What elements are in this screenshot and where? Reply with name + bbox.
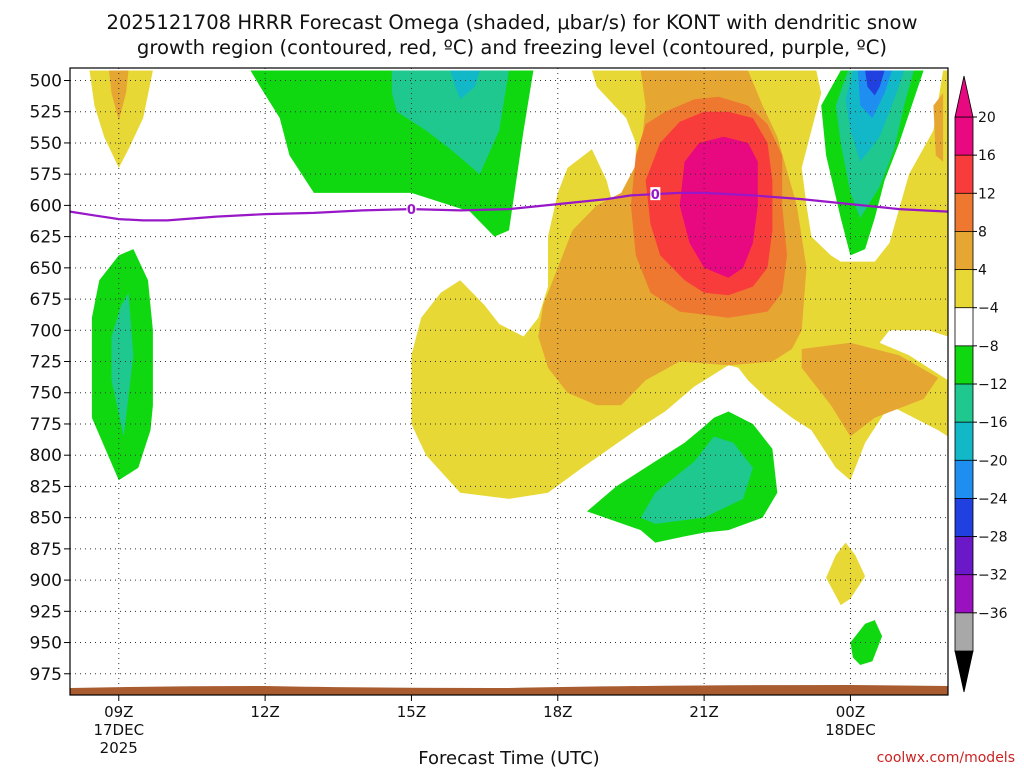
chart-title-line1: 2025121708 HRRR Forecast Omega (shaded, … — [106, 11, 917, 34]
colorbar-swatch-13 — [954, 574, 974, 614]
colorbar-bottom-arrow — [954, 650, 974, 693]
omega-region-4 — [111, 292, 134, 437]
x-tick-year-09Z: 2025 — [100, 739, 138, 757]
y-tick-label-775: 775 — [30, 415, 62, 435]
colorbar-swatch-7 — [954, 345, 974, 385]
y-tick-label-975: 975 — [30, 665, 62, 685]
x-tick-date-09Z: 17DEC — [93, 721, 144, 739]
plot-inner: 00 — [70, 68, 948, 695]
freezing-level-line — [70, 191, 948, 222]
colorbar-swatch-3 — [954, 192, 974, 233]
x-tick-label-12Z: 12Z — [250, 703, 279, 721]
colorbar-swatch-12 — [954, 536, 974, 576]
y-tick-label-525: 525 — [30, 103, 62, 123]
colorbar-label-14: −36 — [978, 606, 1008, 622]
colorbar-top-arrow — [954, 75, 974, 118]
freezing-label-bg-2 — [650, 187, 661, 201]
colorbar-label-13: −32 — [978, 568, 1008, 584]
omega-region-1 — [89, 70, 153, 168]
colorbar-swatch-4 — [954, 231, 974, 271]
colorbar: 20 16 12 8 4 −4 −8 −12 −16 −20 −24 −28 −32 −36 — [954, 75, 1008, 693]
colorbar-label-3: 12 — [978, 186, 996, 202]
y-tick-label-650: 650 — [30, 259, 62, 279]
y-axis: 500 525 550 575 600 625 650 675 700 725 750 775 800 8… — [30, 71, 70, 685]
colorbar-label-6: −4 — [978, 301, 999, 317]
colorbar-label-12: −28 — [978, 530, 1008, 546]
x-tick-date-00Z: 18DEC — [825, 721, 876, 739]
x-axis-label: Forecast Time (UTC) — [418, 748, 599, 768]
freezing-level-label-1: 0 — [407, 203, 416, 218]
y-tick-label-675: 675 — [30, 290, 62, 310]
y-tick-label-725: 725 — [30, 353, 62, 373]
colorbar-swatch-11 — [954, 498, 974, 538]
omega-region-2 — [109, 70, 129, 121]
colorbar-swatch-9 — [954, 421, 974, 462]
y-tick-label-625: 625 — [30, 228, 62, 248]
chart-title-line2: growth region (contoured, red, ºC) and f… — [137, 36, 887, 59]
y-tick-label-500: 500 — [30, 71, 62, 91]
colorbar-label-9: −16 — [978, 415, 1008, 431]
colorbar-label-4: 8 — [978, 224, 987, 240]
y-tick-label-575: 575 — [30, 165, 62, 185]
plot-frame — [69, 67, 949, 696]
colorbar-swatch-14 — [954, 612, 974, 652]
y-tick-label-925: 925 — [30, 602, 62, 622]
omega-region-22 — [826, 542, 866, 606]
y-tick-label-700: 700 — [30, 321, 62, 341]
omega-region-7 — [450, 70, 480, 100]
y-tick-label-950: 950 — [30, 634, 62, 654]
colorbar-label-1: 20 — [978, 110, 996, 126]
y-tick-label-900: 900 — [30, 571, 62, 591]
colorbar-label-5: 4 — [978, 263, 987, 279]
x-tick-label-15Z: 15Z — [397, 703, 426, 721]
x-tick-label-18Z: 18Z — [543, 703, 572, 721]
colorbar-swatch-6 — [954, 307, 974, 347]
y-tick-label-750: 750 — [30, 384, 62, 404]
omega-region-6 — [391, 70, 509, 175]
omega-region-14 — [679, 136, 758, 278]
colorbar-swatch-10 — [954, 459, 974, 500]
freezing-level-label-2: 0 — [651, 188, 660, 203]
colorbar-swatch-2 — [954, 154, 974, 195]
y-tick-label-850: 850 — [30, 509, 62, 529]
omega-region-11 — [933, 93, 944, 162]
y-tick-label-875: 875 — [30, 540, 62, 560]
x-tick-label-09Z: 09Z — [104, 703, 133, 721]
colorbar-swatch-5 — [954, 269, 974, 309]
colorbar-label-10: −20 — [978, 453, 1008, 469]
colorbar-label-8: −12 — [978, 377, 1008, 393]
omega-region-21 — [640, 436, 753, 524]
colorbar-swatch-1 — [954, 116, 974, 157]
omega-region-10 — [801, 342, 939, 437]
plot-area: 00 — [69, 67, 949, 696]
terrain-band — [70, 688, 948, 695]
terrain-bumps — [70, 685, 948, 688]
site-credit: coolwx.com/models — [877, 750, 1015, 766]
y-tick-label-800: 800 — [30, 446, 62, 466]
omega-region-23 — [850, 620, 883, 665]
y-tick-label-550: 550 — [30, 134, 62, 154]
freezing-label-bg-1 — [406, 202, 417, 216]
terrain-strip — [70, 685, 948, 695]
omega-region-19 — [865, 70, 885, 96]
colorbar-label-11: −24 — [978, 491, 1008, 507]
colorbar-swatch-8 — [954, 383, 974, 424]
colorbar-label-2: 16 — [978, 148, 996, 164]
x-tick-label-00Z: 00Z — [836, 703, 865, 721]
y-tick-label-600: 600 — [30, 196, 62, 216]
colorbar-label-7: −8 — [978, 339, 999, 355]
y-tick-label-825: 825 — [30, 477, 62, 497]
x-tick-label-21Z: 21Z — [689, 703, 718, 721]
